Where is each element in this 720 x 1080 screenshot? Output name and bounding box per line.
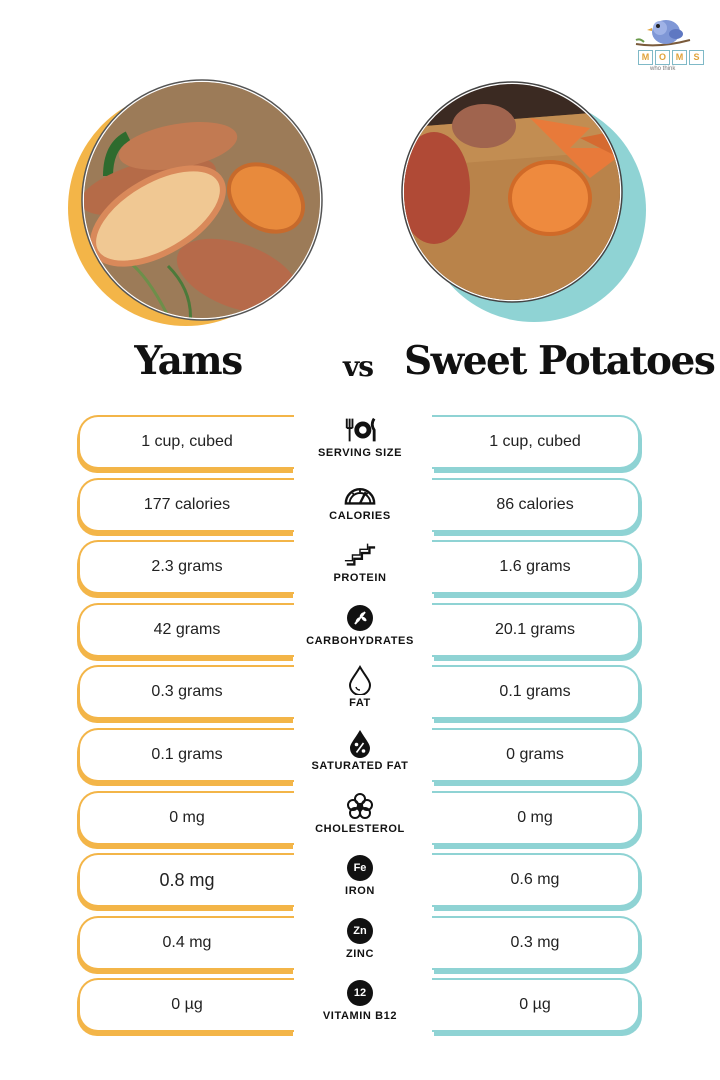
- nutrient-label: CALORIES: [294, 476, 426, 536]
- sweet-potato-value: 20.1 grams: [432, 602, 640, 657]
- yams-title: Yams: [134, 338, 243, 384]
- logo-tagline: who think: [650, 66, 676, 72]
- sweet-potato-value: 86 calories: [432, 477, 640, 532]
- nutrient-label: FAT: [294, 663, 426, 723]
- protein-chain-icon: [343, 540, 377, 570]
- vs-label: vs: [343, 350, 374, 383]
- nutrient-label: CHOLESTEROL: [294, 789, 426, 849]
- utensils-plate-icon: [343, 415, 377, 445]
- molecule-icon: [343, 791, 377, 821]
- yam-value: 0 mg: [78, 790, 294, 845]
- zn-badge-icon: Zn: [343, 916, 377, 946]
- bird-icon: [635, 20, 691, 47]
- nutrient-name: VITAMIN B12: [322, 1010, 398, 1023]
- drop-icon: [343, 665, 377, 696]
- logo-word: M O M S: [638, 50, 704, 65]
- nutrient-name: CARBOHYDRATES: [306, 634, 414, 647]
- b12-badge-icon: 12: [343, 978, 377, 1008]
- nutrient-name: CALORIES: [329, 509, 391, 522]
- nutrient-name: FAT: [349, 697, 371, 710]
- yam-value: 0.3 grams: [78, 665, 294, 720]
- fe-badge-icon: Fe: [343, 853, 377, 883]
- nutrient-label: Fe IRON: [294, 851, 426, 911]
- nutrient-name: CHOLESTEROL: [315, 822, 405, 835]
- sweet-potato-value: 1.6 grams: [432, 540, 640, 595]
- logo-letter: M: [672, 50, 687, 65]
- yam-value: 2.3 grams: [78, 540, 294, 595]
- table-row: 177 calories CALORIES 86 calories: [0, 476, 720, 539]
- yams-photo: [68, 79, 323, 326]
- comparison-table: 1 cup, cubed SERVING SIZE 1 cup, cubed 1…: [0, 413, 720, 1039]
- table-row: 0 µg 12 VITAMIN B12 0 µg: [0, 976, 720, 1039]
- sweet-potato-value: 0.6 mg: [432, 853, 640, 908]
- nutrient-name: SATURATED FAT: [311, 759, 409, 772]
- sweet-potato-value: 0.1 grams: [432, 665, 640, 720]
- b12-badge: 12: [347, 980, 373, 1007]
- yam-value: 0.8 mg: [78, 853, 294, 908]
- table-row: 2.3 grams PROTEIN 1.6 grams: [0, 538, 720, 601]
- nutrient-name: PROTEIN: [333, 572, 387, 585]
- nutrient-label: Zn ZINC: [294, 914, 426, 974]
- nutrient-label: PROTEIN: [294, 538, 426, 598]
- table-row: 0.1 grams SATURATED FAT 0 grams: [0, 726, 720, 789]
- nutrient-name: SERVING SIZE: [317, 447, 403, 459]
- sweet-potatoes-title: Sweet Potatoes: [404, 338, 716, 384]
- sweet-potato-value: 0 mg: [432, 790, 640, 845]
- logo-letter: O: [655, 50, 670, 65]
- table-row: 1 cup, cubed SERVING SIZE 1 cup, cubed: [0, 413, 720, 476]
- yam-value: 0 µg: [78, 978, 294, 1033]
- grain-icon: [343, 603, 377, 633]
- nutrient-label: 12 VITAMIN B12: [294, 976, 426, 1036]
- table-row: 0 mg CHOLESTEROL 0 mg: [0, 789, 720, 852]
- yam-value: 0.4 mg: [78, 915, 294, 970]
- sweet-potato-value: 0 µg: [432, 978, 640, 1033]
- sweet-potato-value: 0 grams: [432, 727, 640, 782]
- logo-letter: S: [689, 50, 704, 65]
- yam-value: 0.1 grams: [78, 727, 294, 782]
- nutrient-label: SATURATED FAT: [294, 726, 426, 786]
- nutrient-label: CARBOHYDRATES: [294, 601, 426, 661]
- sweet-potatoes-photo: [401, 81, 646, 322]
- yam-value: 177 calories: [78, 477, 294, 532]
- sweet-potato-value: 0.3 mg: [432, 915, 640, 970]
- logo-letter: M: [638, 50, 653, 65]
- table-row: 42 grams CARBOHYDRATES 20.1 grams: [0, 601, 720, 664]
- sweet-potato-value: 1 cup, cubed: [432, 415, 640, 469]
- table-row: 0.4 mg Zn ZINC 0.3 mg: [0, 914, 720, 977]
- nutrient-name: ZINC: [345, 947, 375, 960]
- yam-value: 42 grams: [78, 602, 294, 657]
- gauge-icon: [343, 478, 377, 508]
- fe-badge: Fe: [347, 855, 373, 882]
- moms-who-think-logo: M O M S who think: [630, 14, 708, 76]
- zn-badge: Zn: [347, 917, 373, 944]
- table-row: 0.3 grams FAT 0.1 grams: [0, 663, 720, 726]
- percent-drop-icon: [343, 728, 377, 758]
- nutrient-label: SERVING SIZE: [294, 413, 426, 473]
- nutrient-name: IRON: [345, 885, 375, 898]
- table-row: 0.8 mg Fe IRON 0.6 mg: [0, 851, 720, 914]
- yam-value: 1 cup, cubed: [78, 415, 294, 469]
